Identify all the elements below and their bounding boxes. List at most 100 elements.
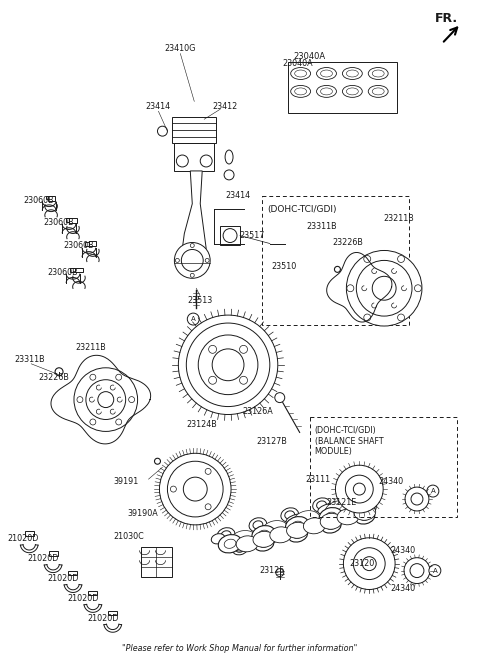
Text: A: A (432, 567, 437, 573)
Ellipse shape (218, 535, 242, 553)
Text: 23125: 23125 (259, 566, 285, 575)
Bar (220, 226, 240, 246)
Bar (66, 218, 72, 222)
Bar (310, 418, 457, 517)
Ellipse shape (354, 504, 376, 520)
Text: 23226B: 23226B (332, 238, 363, 247)
Text: 23060B: 23060B (24, 196, 55, 205)
Ellipse shape (299, 520, 308, 528)
Text: 21020D: 21020D (8, 534, 39, 544)
Circle shape (410, 563, 424, 577)
Text: 23226B: 23226B (39, 373, 70, 382)
Circle shape (362, 557, 376, 571)
Circle shape (372, 276, 396, 300)
Circle shape (240, 376, 248, 384)
Text: A: A (431, 488, 435, 494)
Text: 24340: 24340 (391, 546, 416, 555)
Text: 23060B: 23060B (64, 241, 94, 250)
Polygon shape (182, 171, 206, 248)
Circle shape (168, 461, 223, 517)
Text: 21020D: 21020D (27, 554, 59, 563)
Circle shape (77, 397, 83, 402)
Circle shape (276, 569, 284, 577)
Text: 23412: 23412 (213, 102, 238, 111)
Text: 23510: 23510 (271, 262, 296, 271)
Circle shape (347, 285, 354, 292)
Ellipse shape (222, 536, 244, 547)
Text: 24340: 24340 (379, 477, 404, 486)
Text: 23121E: 23121E (326, 498, 357, 506)
Circle shape (86, 380, 126, 420)
Text: "Please refer to Work Shop Manual for further information": "Please refer to Work Shop Manual for fu… (122, 643, 358, 653)
Ellipse shape (254, 525, 276, 536)
Circle shape (205, 258, 209, 262)
Bar (75, 268, 83, 273)
Circle shape (179, 315, 278, 414)
Circle shape (205, 504, 211, 510)
Ellipse shape (259, 540, 269, 547)
Ellipse shape (236, 545, 244, 552)
Ellipse shape (224, 539, 236, 548)
Ellipse shape (264, 531, 280, 543)
Circle shape (175, 258, 180, 262)
Ellipse shape (318, 503, 339, 514)
Bar (262, 196, 409, 325)
Bar (48, 551, 58, 555)
Text: 21020D: 21020D (67, 594, 98, 603)
Text: 39190A: 39190A (127, 510, 158, 518)
Text: 23111: 23111 (305, 475, 330, 484)
Circle shape (186, 323, 270, 406)
Text: 23040A: 23040A (282, 59, 313, 68)
Text: 21020D: 21020D (48, 574, 79, 583)
Bar (141, 547, 172, 577)
Ellipse shape (286, 514, 307, 525)
Text: 23414: 23414 (145, 102, 170, 111)
Circle shape (181, 250, 203, 271)
Ellipse shape (345, 487, 362, 501)
Circle shape (224, 170, 234, 180)
Circle shape (364, 314, 371, 321)
Ellipse shape (225, 150, 233, 164)
Circle shape (157, 126, 168, 136)
Circle shape (90, 419, 96, 425)
Circle shape (427, 485, 439, 497)
Ellipse shape (252, 526, 276, 544)
Bar (69, 571, 77, 575)
Ellipse shape (312, 498, 330, 512)
Bar (48, 197, 55, 201)
Ellipse shape (317, 501, 326, 509)
Circle shape (200, 155, 212, 167)
Ellipse shape (236, 536, 258, 552)
Circle shape (155, 458, 160, 464)
Bar (46, 195, 52, 199)
Ellipse shape (322, 519, 341, 533)
Bar (108, 611, 117, 615)
Circle shape (397, 314, 405, 321)
Circle shape (116, 419, 122, 425)
Bar (174, 143, 214, 171)
Circle shape (159, 453, 231, 525)
Ellipse shape (270, 527, 292, 543)
Circle shape (187, 313, 199, 325)
Ellipse shape (288, 528, 308, 542)
Ellipse shape (303, 518, 325, 534)
Ellipse shape (211, 534, 225, 544)
Ellipse shape (217, 528, 235, 542)
Ellipse shape (293, 532, 303, 538)
Text: 23311B: 23311B (306, 222, 337, 231)
Text: (DOHC-TCI/GDI)
(BALANCE SHAFT
MODULE): (DOHC-TCI/GDI) (BALANCE SHAFT MODULE) (314, 426, 383, 456)
Ellipse shape (319, 508, 343, 526)
Circle shape (223, 228, 237, 242)
Ellipse shape (293, 510, 320, 531)
Text: 23126A: 23126A (242, 407, 273, 416)
Ellipse shape (320, 513, 342, 530)
Ellipse shape (328, 507, 343, 519)
Ellipse shape (254, 537, 274, 551)
Circle shape (411, 493, 423, 505)
Circle shape (55, 368, 63, 376)
Circle shape (336, 465, 383, 513)
Text: 23060B: 23060B (48, 268, 78, 277)
Circle shape (404, 557, 430, 583)
Bar (172, 117, 216, 143)
Circle shape (129, 397, 134, 402)
